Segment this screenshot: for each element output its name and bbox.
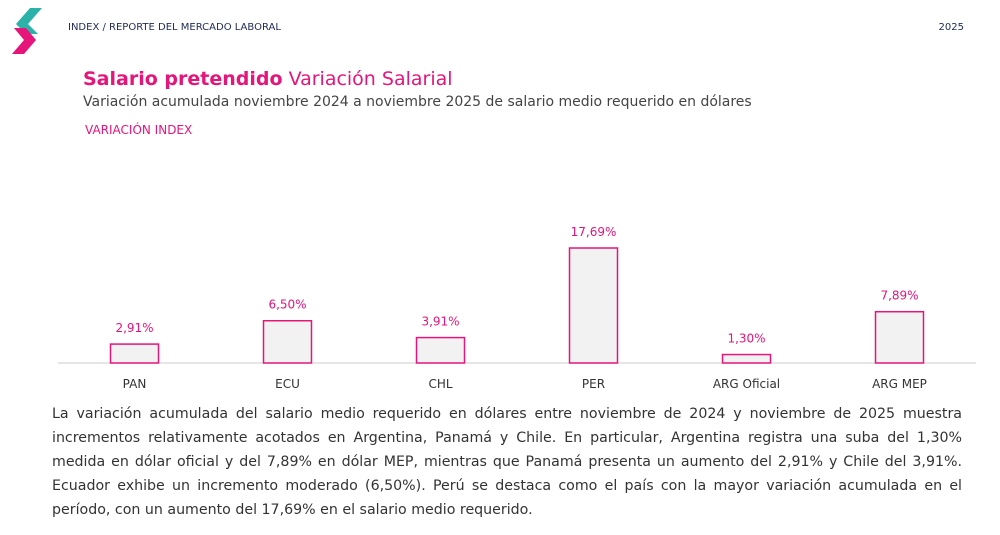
x-tick-label: CHL (428, 377, 452, 391)
value-label: 17,69% (571, 225, 617, 239)
logo (12, 8, 42, 54)
value-label: 1,30% (727, 332, 765, 346)
bar (874, 310, 925, 364)
logo-teal (16, 8, 42, 34)
bar (262, 319, 313, 364)
bar (568, 247, 619, 364)
x-tick-label: ARG Oficial (713, 377, 780, 391)
value-label: 6,50% (268, 298, 306, 312)
series-label: VARIACIÓN INDEX (85, 123, 193, 137)
chart-subtitle: Variación acumulada noviembre 2024 a nov… (83, 94, 752, 110)
logo-pink (12, 28, 36, 54)
bar (109, 343, 160, 364)
title-secondary: Variación Salarial (288, 68, 453, 90)
value-label: 7,89% (880, 289, 918, 303)
x-tick-label: ECU (275, 377, 300, 391)
bar (415, 336, 466, 364)
title-bold: Salario pretendido (83, 68, 283, 90)
x-tick-label: PAN (123, 377, 147, 391)
chart-title: Salario pretendido Variación Salarial (83, 68, 453, 90)
header-year: 2025 (938, 22, 964, 33)
bar (721, 353, 772, 364)
value-label: 3,91% (421, 315, 459, 329)
chart: PAN 2,91% ECU 6,50% CHL 3,91% PER 17,69% ARG Ofi… (58, 225, 976, 391)
x-tick-label: PER (582, 377, 605, 391)
value-label: 2,91% (115, 321, 153, 335)
x-tick-label: ARG MEP (872, 377, 927, 391)
header-section: INDEX / REPORTE DEL MERCADO LABORAL (68, 22, 281, 33)
paragraph: La variación acumulada del salario medio… (52, 406, 962, 518)
